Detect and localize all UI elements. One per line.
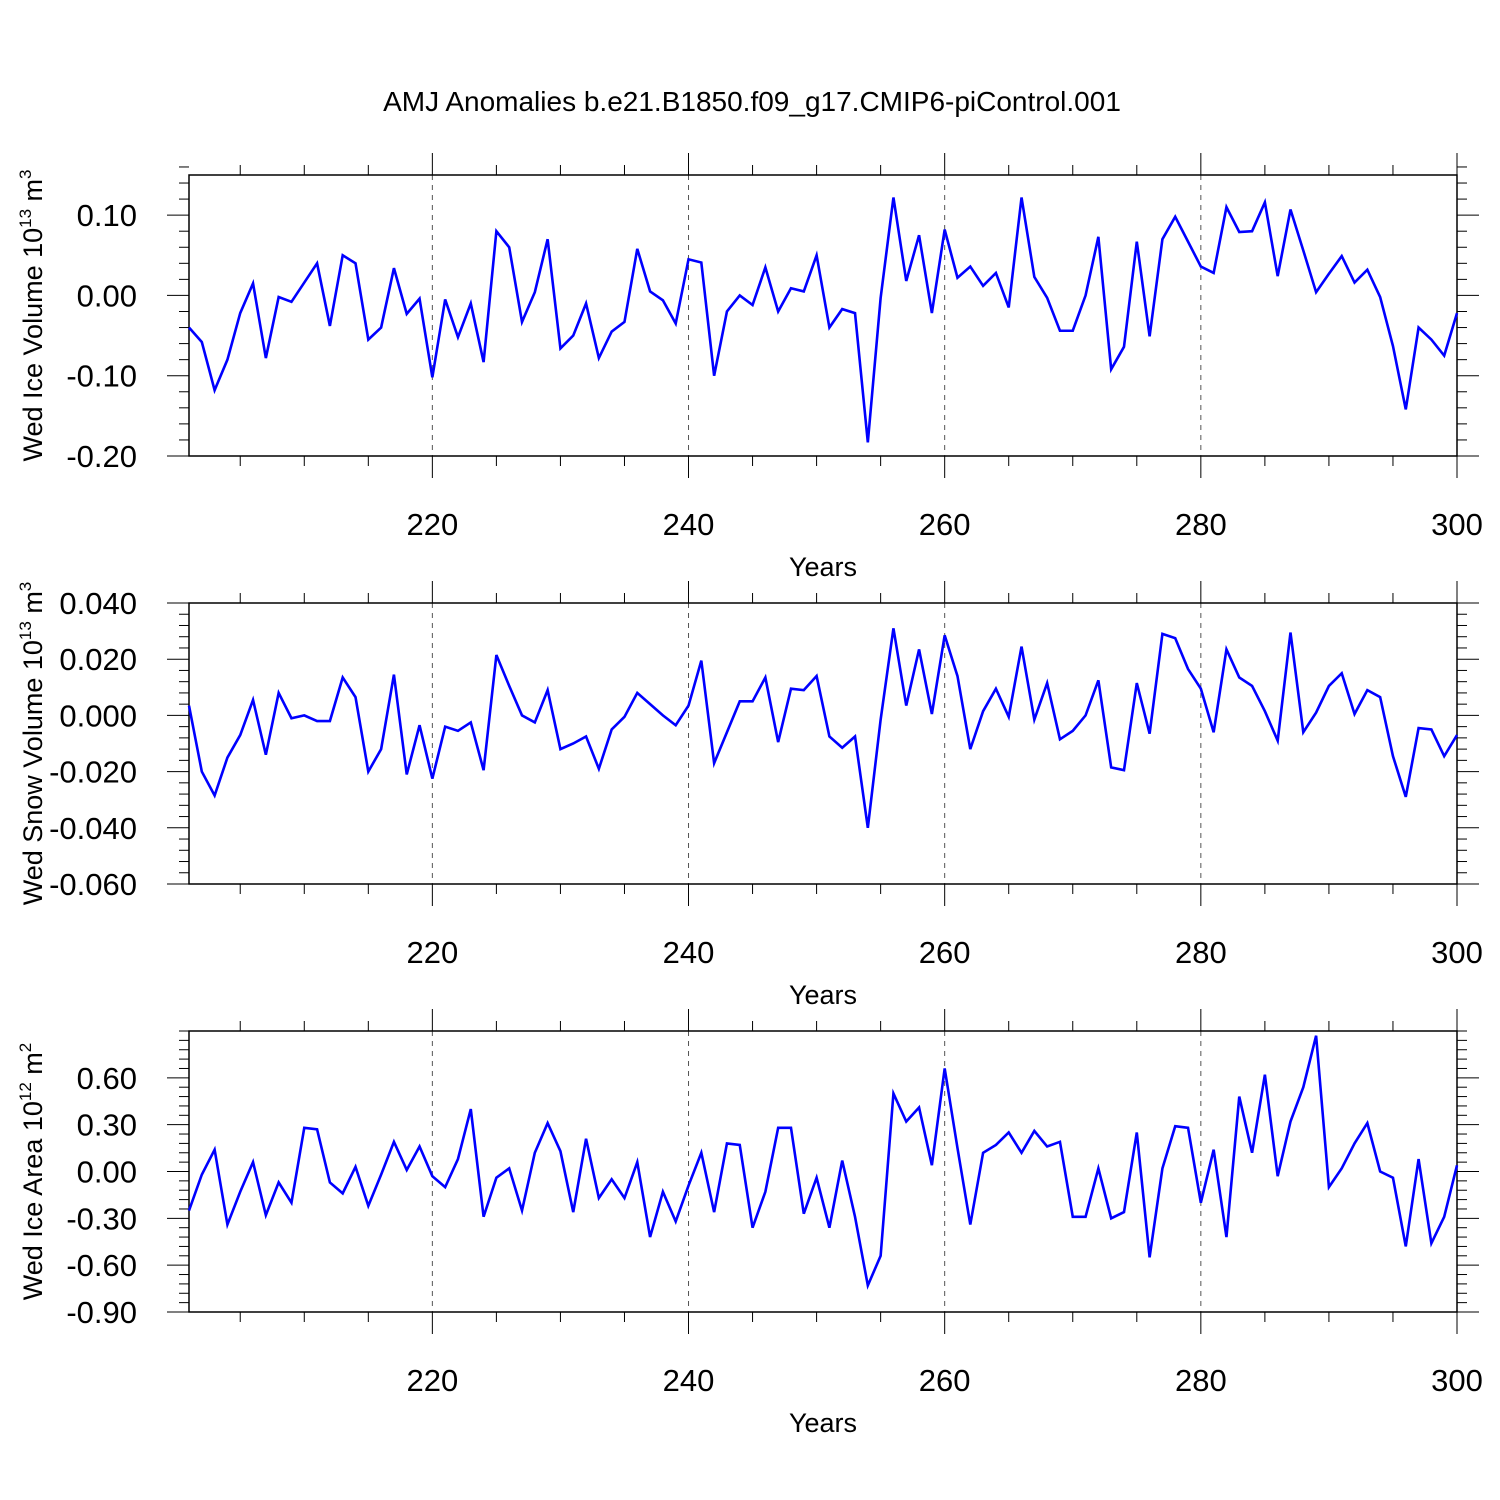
y-axis-title-exponent: 13: [16, 621, 35, 640]
y-axis-title-unit: m: [18, 591, 48, 621]
plot-frame: [188, 602, 1458, 885]
y-tick-label: 0.000: [59, 698, 137, 733]
panel-3: -0.90 -0.60 -0.30 0.00 0.30 0.60 220 240 260 280 3…: [16, 1009, 1483, 1438]
x-tick-label: 300: [1431, 507, 1483, 542]
y-axis-title-unit-exponent: 3: [16, 169, 35, 178]
y-axis-title: Wed Ice Area 1012 m2: [16, 1043, 48, 1301]
x-axis-title: Years: [789, 552, 857, 582]
panel-2: -0.060 -0.040 -0.020 0.000 0.020 0.040 220 240 2…: [16, 581, 1483, 1010]
y-axis-title-unit-exponent: 3: [16, 582, 35, 591]
x-tick-label: 220: [406, 507, 458, 542]
panels: -0.20 -0.10 0.00 0.10 220 240 260 280 300 Years We…: [16, 153, 1483, 1438]
x-axis-title: Years: [789, 1408, 857, 1438]
y-tick-label: -0.040: [49, 811, 137, 846]
y-tick-label: 0.020: [59, 642, 137, 677]
y-axis-title: Wed Ice Volume 1013 m3: [16, 169, 48, 461]
x-tick-label: 240: [663, 1363, 715, 1398]
y-axis-title-main: Wed Ice Area 10: [18, 1101, 48, 1300]
x-tick-label: 240: [663, 935, 715, 970]
x-tick-label: 220: [406, 935, 458, 970]
x-tick-label: 300: [1431, 1363, 1483, 1398]
y-tick-label: 0.040: [59, 586, 137, 621]
y-tick-label: 0.10: [77, 198, 137, 233]
y-axis-title-main: Wed Snow Volume 10: [18, 640, 48, 905]
chart-title: AMJ Anomalies b.e21.B1850.f09_g17.CMIP6-…: [383, 86, 1121, 117]
y-tick-label: -0.90: [66, 1295, 137, 1330]
series-line: [187, 628, 1459, 828]
y-tick-label: 0.00: [77, 1155, 137, 1190]
y-tick-label: -0.60: [66, 1248, 137, 1283]
y-axis-title-exponent: 13: [16, 209, 35, 228]
x-tick-label: 280: [1175, 1363, 1227, 1398]
y-tick-label: 0.60: [77, 1061, 137, 1096]
series-line: [188, 197, 1459, 443]
series-line: [187, 1035, 1459, 1290]
x-tick-label: 280: [1175, 507, 1227, 542]
y-tick-label: -0.10: [66, 359, 137, 394]
y-axis-title-unit-exponent: 2: [16, 1043, 35, 1052]
y-axis-title-unit: m: [18, 179, 48, 209]
x-tick-label: 260: [919, 935, 971, 970]
y-tick-label: -0.060: [49, 867, 137, 902]
y-tick-label: -0.30: [66, 1201, 137, 1236]
x-axis-title: Years: [789, 980, 857, 1010]
y-axis-title-exponent: 12: [16, 1082, 35, 1101]
x-tick-label: 280: [1175, 935, 1227, 970]
plot-frame: [188, 1030, 1458, 1313]
y-tick-label: -0.20: [66, 439, 137, 474]
y-tick-label: 0.00: [77, 278, 137, 313]
x-tick-label: 300: [1431, 935, 1483, 970]
y-axis-title: Wed Snow Volume 1013 m3: [16, 582, 48, 906]
y-tick-label: 0.30: [77, 1108, 137, 1143]
y-tick-label: -0.020: [49, 755, 137, 790]
x-tick-label: 220: [406, 1363, 458, 1398]
y-axis-title-main: Wed Ice Volume 10: [18, 228, 48, 462]
panel-1: -0.20 -0.10 0.00 0.10 220 240 260 280 300 Years We…: [16, 153, 1483, 582]
x-tick-label: 240: [663, 507, 715, 542]
x-tick-label: 260: [919, 1363, 971, 1398]
x-tick-label: 260: [919, 507, 971, 542]
y-axis-title-unit: m: [18, 1052, 48, 1082]
